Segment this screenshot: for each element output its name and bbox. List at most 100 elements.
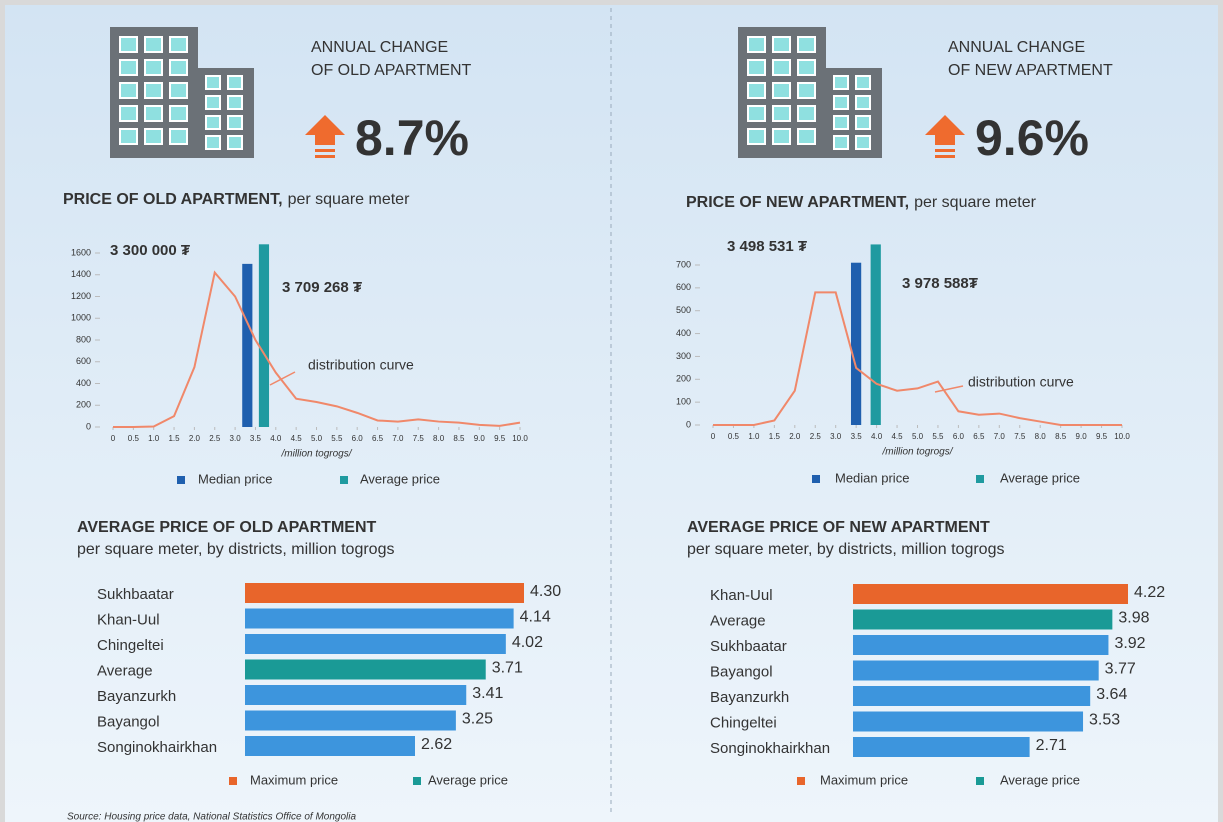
y-tick-label: 0: [86, 421, 91, 431]
legend-swatch: [413, 777, 421, 785]
value-label: 4.30: [530, 583, 561, 600]
category-label: Songinokhairkhan: [710, 740, 830, 757]
x-tick-label: 1.5: [769, 432, 781, 441]
y-tick-label: 600: [76, 356, 91, 366]
x-tick-label: 2.0: [789, 432, 801, 441]
x-tick-label: 8.0: [433, 434, 445, 443]
value-label: 2.62: [421, 736, 452, 753]
bar: [245, 608, 514, 629]
window: [227, 95, 243, 110]
chart-subtitle: per square meter, by districts, million …: [77, 541, 394, 558]
x-tick-label: 1.0: [148, 434, 160, 443]
value-label: 3.64: [1096, 686, 1127, 703]
value-label: 3.92: [1114, 635, 1145, 652]
category-label: Sukhbaatar: [710, 638, 787, 655]
x-tick-label: 5.0: [311, 434, 323, 443]
y-tick-label: 700: [676, 259, 691, 269]
y-tick-label: 1400: [71, 269, 91, 279]
price-label: 3 709 268 ₮: [282, 279, 362, 296]
window: [797, 105, 816, 122]
annotation: distribution curve: [308, 357, 414, 373]
bar: [245, 583, 524, 603]
x-tick-label: 9.0: [1076, 432, 1088, 441]
window: [772, 59, 791, 76]
x-tick-label: 0.5: [128, 434, 140, 443]
window: [169, 105, 188, 122]
category-label: Khan-Uul: [97, 611, 160, 628]
distribution-curve: [713, 291, 1122, 426]
x-tick-label: 0: [711, 432, 716, 441]
title: PRICE OF NEW APARTMENT,: [686, 194, 909, 211]
legend-label: Average price: [360, 471, 440, 486]
value-label: 3.25: [462, 711, 493, 728]
price-label: 3 978 588₮: [902, 275, 978, 292]
x-tick-label: 9.5: [1096, 432, 1108, 441]
legend-swatch: [976, 777, 984, 785]
legend-swatch: [177, 476, 185, 484]
y-tick-label: 1000: [71, 313, 91, 323]
window: [205, 95, 221, 110]
window: [119, 59, 138, 76]
window: [833, 135, 849, 150]
window: [833, 75, 849, 90]
x-tick-label: 5.5: [331, 434, 343, 443]
y-tick-label: 300: [676, 351, 691, 361]
chart-title: AVERAGE PRICE OF NEW APARTMENT: [687, 519, 990, 536]
category-label: Bayanzurkh: [710, 689, 789, 706]
x-tick-label: 6.0: [352, 434, 364, 443]
window: [855, 135, 871, 150]
x-tick-label: 6.5: [372, 434, 384, 443]
window: [144, 82, 163, 99]
window: [205, 115, 221, 130]
bar: [245, 736, 415, 756]
legend-swatch: [229, 777, 237, 785]
window: [169, 82, 188, 99]
bar: [853, 711, 1084, 732]
price-bar: [870, 244, 881, 425]
window: [772, 82, 791, 99]
bar: [245, 659, 486, 680]
window: [833, 115, 849, 130]
x-tick-label: 1.5: [168, 434, 180, 443]
window: [144, 105, 163, 122]
chart-title: PRICE OF OLD APARTMENT, per square meter: [63, 191, 410, 208]
category-label: Bayanzurkh: [97, 688, 176, 705]
source: Source: Housing price data, National Sta…: [67, 812, 356, 822]
y-tick-label: 200: [76, 400, 91, 410]
bar: [853, 584, 1128, 604]
category-label: Sukhbaatar: [97, 586, 174, 603]
category-label: Chingeltei: [97, 637, 164, 654]
y-tick-label: 100: [676, 397, 691, 407]
chart-title: AVERAGE PRICE OF OLD APARTMENT: [77, 519, 376, 536]
chart-title: PRICE OF NEW APARTMENT, per square meter: [686, 194, 1037, 211]
bar: [853, 737, 1030, 757]
x-tick-label: 4.0: [871, 432, 883, 441]
up-arrow: [305, 115, 345, 158]
window: [227, 135, 243, 150]
x-tick-label: 9.5: [494, 434, 506, 443]
x-tick-label: 3.0: [230, 434, 242, 443]
x-tick-label: 10.0: [512, 434, 528, 443]
window: [747, 59, 766, 76]
building-icon: [738, 27, 882, 158]
window: [797, 128, 816, 145]
bar: [853, 635, 1109, 655]
window: [797, 36, 816, 53]
window: [119, 105, 138, 122]
x-tick-label: 7.0: [392, 434, 404, 443]
window: [797, 59, 816, 76]
window: [144, 36, 163, 53]
legend-label: Average price: [428, 772, 508, 787]
value-label: 3.77: [1105, 661, 1136, 678]
window: [205, 75, 221, 90]
category-label: Average: [97, 662, 153, 679]
annotation-leader: [269, 371, 296, 386]
window: [227, 75, 243, 90]
header-title: ANNUAL CHANGE: [311, 39, 448, 56]
value-label: 3.53: [1089, 712, 1120, 729]
x-tick-label: 8.0: [1035, 432, 1047, 441]
x-tick-label: 5.5: [932, 432, 944, 441]
annual-change: 9.6%: [975, 110, 1089, 166]
price-bar: [850, 262, 862, 425]
